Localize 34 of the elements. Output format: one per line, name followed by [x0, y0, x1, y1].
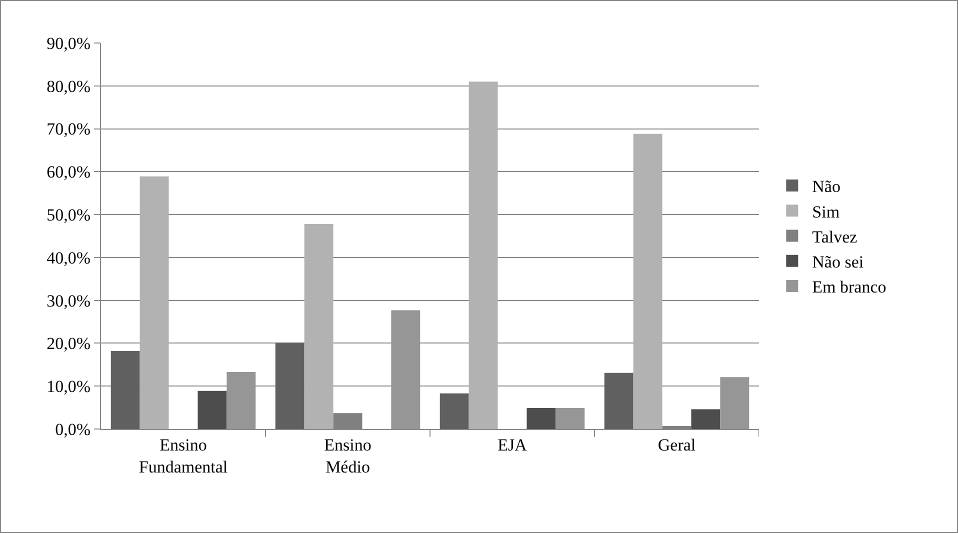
- y-tick-label: 0,0%: [55, 420, 91, 439]
- bar: [304, 224, 334, 429]
- legend-label: Não sei: [812, 252, 864, 272]
- legend-label: Em branco: [812, 278, 886, 297]
- bar: [526, 408, 556, 429]
- y-tick-label: 40,0%: [46, 248, 91, 268]
- x-tick-label: Geral: [658, 435, 696, 454]
- y-tick-label: 10,0%: [46, 377, 91, 396]
- y-tick-label: 50,0%: [46, 206, 91, 225]
- legend-label: Sim: [812, 202, 840, 222]
- bar: [556, 408, 585, 429]
- x-tick-label: EJA: [498, 435, 528, 454]
- x-tick-label: Ensino Fundamental: [138, 435, 228, 476]
- legend-label: Talvez: [812, 227, 858, 246]
- bar: [140, 176, 169, 429]
- bar: [440, 393, 469, 429]
- bar: [110, 350, 140, 429]
- y-tick-label: 20,0%: [46, 334, 91, 354]
- bar: [604, 372, 634, 429]
- x-tick-label: Ensino Médio: [324, 435, 372, 476]
- y-tick-label: 90,0%: [46, 34, 91, 53]
- y-tick-label: 80,0%: [46, 76, 91, 96]
- bar: [275, 342, 304, 429]
- bar: [468, 82, 498, 429]
- bar: [633, 134, 662, 429]
- legend-label: Não: [812, 177, 840, 196]
- bar: [226, 372, 256, 429]
- bar: [720, 377, 750, 429]
- y-tick-label: 30,0%: [46, 291, 91, 310]
- y-tick-label: 70,0%: [46, 120, 91, 139]
- bar: [391, 310, 420, 429]
- y-tick-label: 60,0%: [46, 162, 91, 182]
- bar: [198, 390, 227, 429]
- bar: [691, 409, 720, 429]
